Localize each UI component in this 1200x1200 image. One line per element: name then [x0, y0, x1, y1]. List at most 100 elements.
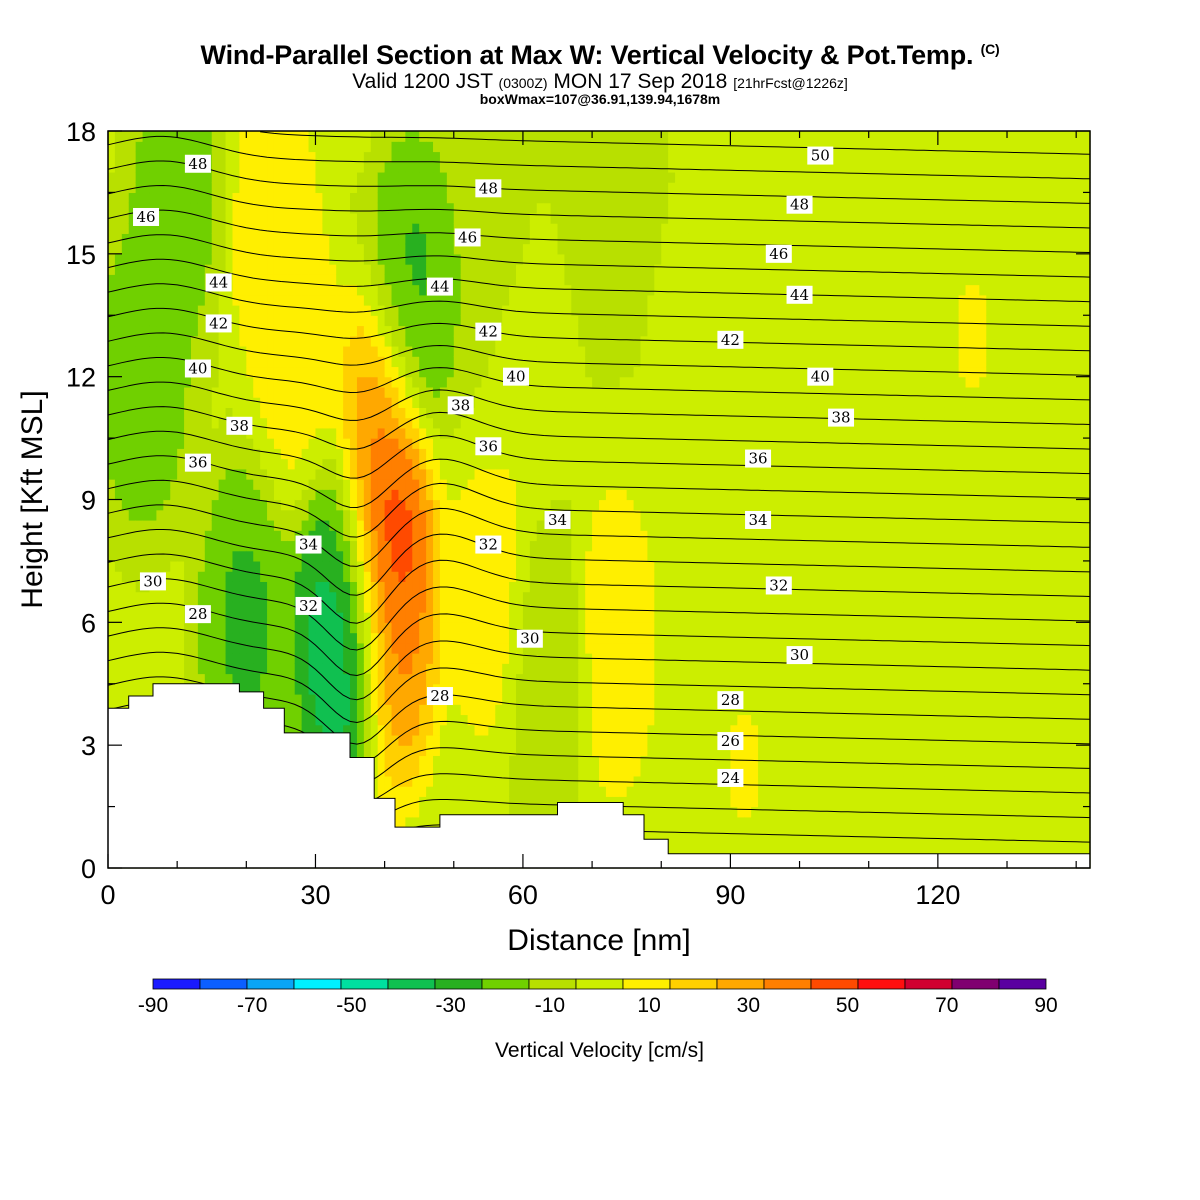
velocity-cell — [536, 806, 545, 818]
velocity-cell — [509, 591, 517, 603]
velocity-cell — [170, 243, 178, 255]
velocity-cell — [322, 642, 330, 654]
velocity-cell — [446, 315, 455, 327]
velocity-cell — [114, 131, 123, 142]
velocity-cell — [253, 438, 261, 449]
velocity-cell — [578, 632, 586, 644]
velocity-cell — [446, 417, 455, 429]
velocity-cell — [356, 489, 365, 501]
velocity-cell — [170, 612, 178, 623]
velocity-cell — [412, 509, 420, 521]
velocity-cell — [363, 448, 372, 460]
velocity-cell — [211, 253, 220, 265]
velocity-cell — [426, 755, 434, 767]
velocity-cell — [426, 264, 434, 275]
velocity-cell — [398, 397, 406, 408]
velocity-cell — [474, 479, 483, 490]
velocity-cell — [114, 356, 123, 368]
velocity-cell — [419, 161, 427, 173]
velocity-cell — [564, 376, 572, 388]
velocity-cell — [529, 796, 538, 808]
velocity-cell — [280, 376, 289, 388]
velocity-cell — [467, 294, 476, 306]
velocity-cell — [488, 356, 496, 368]
velocity-cell — [135, 530, 144, 542]
velocity-cell — [239, 141, 247, 153]
velocity-cell — [543, 427, 552, 439]
velocity-cell — [377, 325, 386, 337]
velocity-cell — [128, 530, 137, 542]
velocity-cell — [384, 161, 393, 173]
velocity-cell — [439, 479, 448, 490]
velocity-cell — [377, 274, 386, 286]
velocity-cell — [273, 243, 282, 255]
velocity-cell — [135, 448, 144, 460]
velocity-cell — [495, 376, 503, 388]
velocity-cell — [315, 182, 323, 194]
velocity-cell — [356, 509, 365, 521]
velocity-cell — [232, 622, 240, 634]
velocity-cell — [578, 366, 586, 378]
velocity-cell — [287, 499, 296, 511]
velocity-cell — [260, 479, 268, 490]
velocity-cell — [308, 673, 317, 685]
velocity-cell — [467, 581, 476, 593]
velocity-cell — [460, 683, 469, 695]
velocity-cell — [516, 714, 524, 726]
velocity-cell — [391, 294, 400, 306]
velocity-cell — [543, 745, 552, 757]
velocity-cell — [419, 816, 427, 828]
velocity-cell — [377, 704, 386, 716]
velocity-cell — [543, 458, 552, 470]
velocity-cell — [391, 458, 400, 470]
velocity-cell — [253, 407, 261, 419]
velocity-cell — [460, 264, 469, 275]
velocity-cell — [170, 397, 178, 408]
velocity-cell — [190, 622, 199, 634]
velocity-cell — [197, 192, 206, 204]
velocity-cell — [543, 407, 552, 419]
velocity-cell — [439, 786, 448, 797]
velocity-cell — [516, 131, 524, 142]
velocity-cell — [384, 550, 393, 562]
velocity-cell — [294, 417, 303, 429]
velocity-cell — [433, 202, 441, 214]
velocity-cell — [170, 458, 178, 470]
velocity-cell — [495, 233, 503, 245]
velocity-cell — [495, 458, 503, 470]
velocity-cell — [543, 468, 552, 480]
velocity-cell — [329, 540, 337, 552]
velocity-cell — [170, 540, 178, 552]
velocity-cell — [343, 192, 351, 204]
velocity-cell — [163, 479, 171, 490]
velocity-cell — [232, 581, 240, 593]
velocity-cell — [149, 141, 158, 153]
velocity-cell — [253, 294, 261, 306]
velocity-cell — [453, 161, 462, 173]
velocity-cell — [391, 479, 400, 490]
velocity-cell — [377, 212, 386, 224]
velocity-cell — [239, 458, 247, 470]
velocity-cell — [550, 479, 559, 490]
velocity-cell — [384, 734, 393, 746]
velocity-cell — [412, 571, 420, 582]
velocity-cell — [439, 663, 448, 675]
velocity-cell — [509, 468, 517, 480]
velocity-cell — [426, 745, 434, 757]
velocity-cell — [398, 519, 406, 531]
velocity-cell — [108, 468, 116, 480]
velocity-cell — [398, 284, 406, 296]
velocity-cell — [529, 366, 538, 378]
velocity-cell — [315, 151, 323, 163]
velocity-cell — [356, 560, 365, 572]
velocity-cell — [163, 530, 171, 542]
velocity-cell — [543, 274, 552, 286]
velocity-cell — [336, 192, 344, 204]
velocity-cell — [156, 560, 164, 572]
velocity-cell — [267, 530, 275, 542]
velocity-cell — [184, 468, 192, 480]
velocity-cell — [287, 192, 296, 204]
velocity-cell — [529, 192, 538, 204]
velocity-cell — [260, 171, 268, 183]
velocity-cell — [108, 345, 116, 357]
